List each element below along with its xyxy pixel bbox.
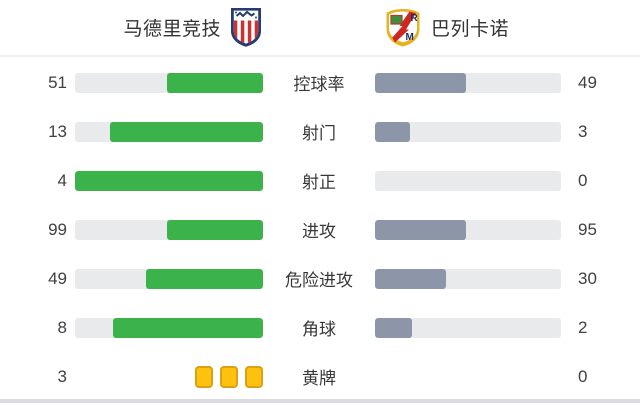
home-stat-value: 4 <box>57 170 67 190</box>
away-bar-track <box>375 121 561 142</box>
home-bar-fill <box>146 268 263 289</box>
rayo-vallecano-crest-icon: R M <box>383 7 423 49</box>
yellow-cards-group <box>75 365 263 389</box>
away-bar-fill <box>375 121 410 142</box>
bottom-edge-divider <box>0 399 640 403</box>
yellow-cards-group <box>375 365 561 389</box>
home-bar-fill <box>167 219 263 240</box>
home-bar-track <box>75 121 263 142</box>
teams-header: 马德里竞技 <box>0 0 640 55</box>
stat-label: 危险进攻 <box>285 271 353 290</box>
home-stat-value: 13 <box>48 121 67 141</box>
stat-row: 51 控球率 49 <box>0 58 640 107</box>
away-team-name: 巴列卡诺 <box>431 19 510 40</box>
stat-row: 49 危险进攻 30 <box>0 254 640 303</box>
home-team-header: 马德里竞技 <box>0 7 320 48</box>
away-stat-value: 0 <box>578 366 588 386</box>
home-bar-track <box>75 268 263 289</box>
home-bar-track <box>75 72 263 93</box>
home-bar-track <box>75 170 263 191</box>
away-stat-value: 0 <box>578 170 588 190</box>
stat-row: 99 进攻 95 <box>0 205 640 254</box>
stat-label: 射门 <box>302 124 336 143</box>
away-stat-value: 2 <box>578 317 588 337</box>
home-stat-value: 8 <box>57 317 67 337</box>
away-stat-value: 30 <box>578 268 597 288</box>
stat-row: 3 黄牌 0 <box>0 352 640 401</box>
yellow-card-icon <box>220 365 238 388</box>
home-bar-fill <box>112 317 263 338</box>
home-stat-value: 49 <box>48 268 67 288</box>
header-divider <box>0 55 640 57</box>
svg-text:R: R <box>411 13 419 24</box>
away-stat-value: 49 <box>578 72 597 92</box>
home-stat-value: 99 <box>48 219 67 239</box>
home-bar-fill <box>167 72 263 93</box>
atletico-madrid-crest-icon <box>229 7 263 48</box>
away-bar-track <box>375 72 561 93</box>
stat-label: 进攻 <box>302 222 336 241</box>
away-bar-fill <box>375 268 446 289</box>
stat-row: 8 角球 2 <box>0 303 640 352</box>
home-bar-fill <box>110 121 263 142</box>
stats-list: 51 控球率 49 13 射门 3 4 射正 0 99 <box>0 57 640 401</box>
away-bar-track <box>375 268 561 289</box>
stat-row: 4 射正 0 <box>0 156 640 205</box>
stat-row: 13 射门 3 <box>0 107 640 156</box>
away-stat-value: 3 <box>578 121 588 141</box>
stat-label: 黄牌 <box>302 369 336 388</box>
away-bar-track <box>375 219 561 240</box>
away-bar-fill <box>375 219 467 240</box>
home-stat-value: 51 <box>48 72 67 92</box>
away-bar-track <box>375 170 561 191</box>
away-team-header: R M 巴列卡诺 <box>320 7 640 49</box>
stat-label: 角球 <box>302 320 336 339</box>
home-bar-track <box>75 317 263 338</box>
home-bar-fill <box>75 170 263 191</box>
home-bar-track <box>75 219 263 240</box>
yellow-card-icon <box>195 365 213 388</box>
away-bar-fill <box>375 72 467 93</box>
away-bar-fill <box>375 317 413 338</box>
svg-text:M: M <box>406 32 414 43</box>
home-team-name: 马德里竞技 <box>123 19 221 40</box>
stat-label: 控球率 <box>293 75 345 94</box>
away-stat-value: 95 <box>578 219 597 239</box>
home-stat-value: 3 <box>57 366 67 386</box>
stat-label: 射正 <box>302 173 336 192</box>
yellow-card-icon <box>245 365 263 388</box>
away-bar-track <box>375 317 561 338</box>
